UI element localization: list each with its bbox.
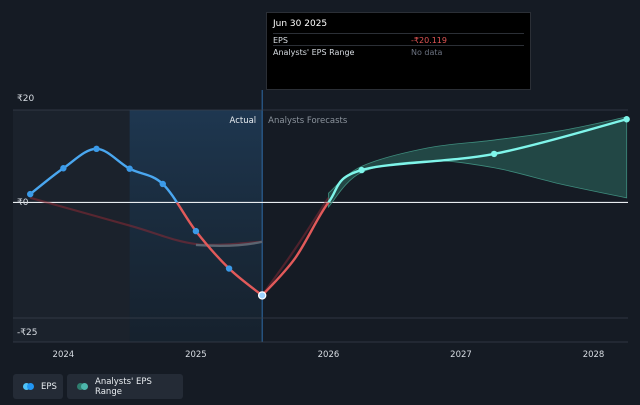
eps-forecast-line-positive <box>326 118 627 203</box>
eps-actual-point-5 <box>192 227 200 235</box>
legend-eps-icon <box>23 383 34 390</box>
legend-range-label: Analysts' EPS Range <box>95 376 152 397</box>
tooltip-range-label: Analysts' EPS Range <box>273 48 355 57</box>
x-tick-label-2: 2026 <box>318 350 340 360</box>
y-tick-label-0: ₹20 <box>17 94 34 104</box>
eps-actual-point-3 <box>126 165 133 172</box>
legend-range[interactable]: Analysts' EPS Range <box>67 374 183 399</box>
eps-actual-point-7 <box>257 291 267 300</box>
eps-actual-line-positive <box>29 147 179 203</box>
actual-zone <box>129 110 263 342</box>
analysts-eps-range-band <box>328 116 628 209</box>
eps-actual-line-negative <box>175 202 263 297</box>
x-tick-label-1: 2025 <box>185 350 207 360</box>
zone-label-actual: Actual <box>230 116 257 126</box>
ghost-line-1 <box>261 197 330 297</box>
eps-tooltip: Jun 30 2025 EPS -₹20.119 Analysts' EPS R… <box>266 12 531 90</box>
tooltip-row-eps: EPS -₹20.119 <box>273 33 524 46</box>
legend-eps[interactable]: EPS <box>13 374 63 399</box>
y-tick-label-2: -₹25 <box>17 328 37 338</box>
eps-forecast-point-4 <box>490 150 498 158</box>
ghost-line-0 <box>29 196 263 246</box>
legend-eps-label: EPS <box>41 381 57 392</box>
tooltip-eps-label: EPS <box>273 36 288 45</box>
eps-actual-point-0 <box>27 190 34 198</box>
ghost-tail <box>195 240 263 248</box>
past-zone <box>13 110 130 342</box>
eps-actual-point-4 <box>159 180 166 188</box>
x-tick-label-3: 2027 <box>450 350 472 360</box>
x-tick-label-0: 2024 <box>53 350 75 360</box>
eps-actual-point-2 <box>93 145 100 153</box>
y-tick-label-1: ₹0 <box>17 198 29 208</box>
legend-range-icon <box>77 383 88 390</box>
tooltip-row-range: Analysts' EPS Range No data <box>273 45 524 58</box>
eps-forecast-point-3 <box>358 166 365 174</box>
eps-actual-point-1 <box>60 165 67 172</box>
tooltip-eps-value: -₹20.119 <box>411 36 447 45</box>
x-tick-label-4: 2028 <box>583 350 605 360</box>
eps-actual-point-6 <box>225 265 233 272</box>
zone-label-forecast: Analysts Forecasts <box>268 116 348 126</box>
tooltip-date: Jun 30 2025 <box>273 19 328 29</box>
eps-forecast-line-negative <box>261 202 330 297</box>
tooltip-range-value: No data <box>411 48 443 57</box>
eps-forecast-point-5 <box>623 116 630 123</box>
